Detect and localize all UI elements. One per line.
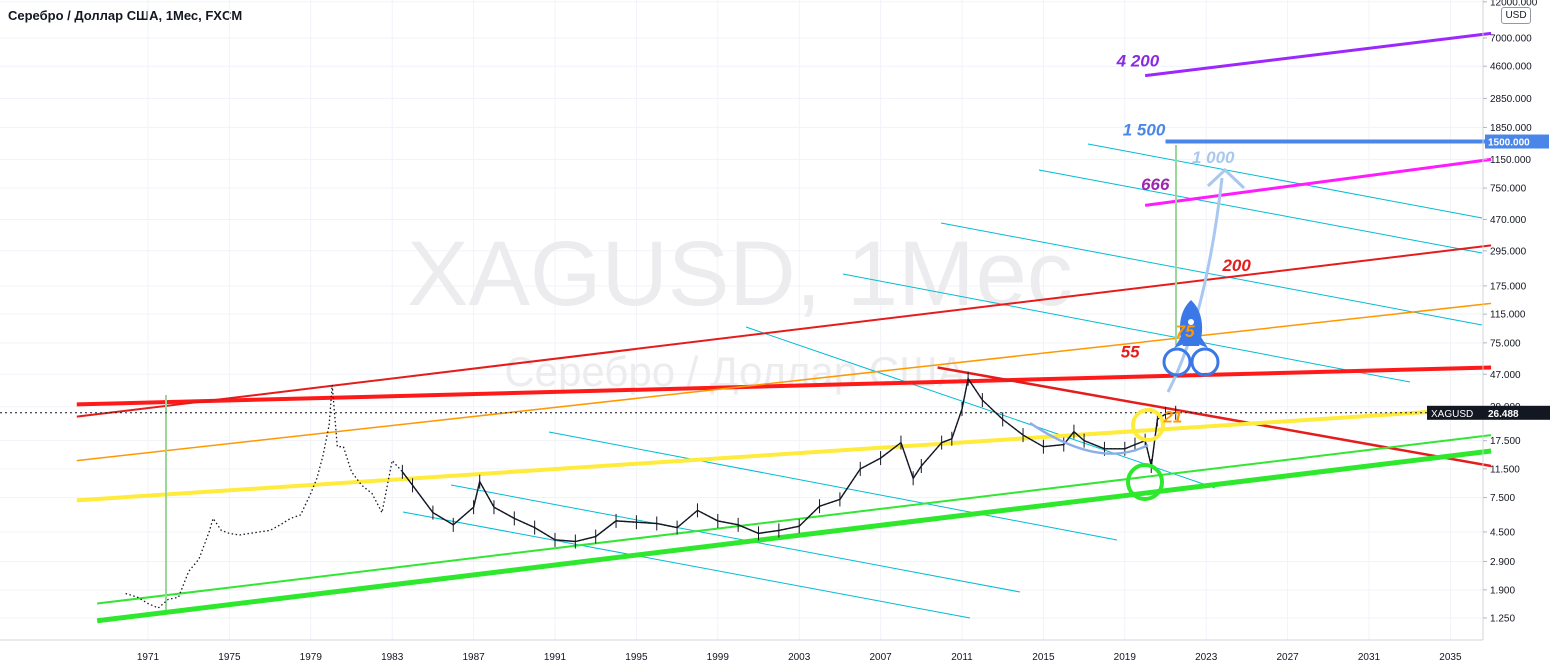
price-tick-label: 75.000: [1490, 338, 1521, 349]
price-tick-label: 7.500: [1490, 493, 1515, 504]
price-tick-label: 295.000: [1490, 246, 1527, 257]
time-tick-label: 1983: [381, 652, 404, 663]
time-tick-label: 2007: [869, 652, 892, 663]
projection-arrowhead: [1206, 167, 1246, 190]
projection-arrow: [1166, 177, 1224, 393]
annotation-label: 1 000: [1192, 148, 1235, 167]
price-line: [401, 376, 1176, 543]
price-tick-label: 12000.000: [1490, 0, 1538, 8]
price-tick-label: 2850.000: [1490, 94, 1532, 105]
price-tick-label: 470.000: [1490, 215, 1527, 226]
time-tick-label: 1987: [462, 652, 485, 663]
time-tick-label: 2031: [1358, 652, 1381, 663]
price-tick-label: 17.500: [1490, 436, 1521, 447]
time-tick-label: 1999: [707, 652, 730, 663]
current-price-badge: [1427, 405, 1550, 420]
channel-line: [548, 431, 1118, 541]
price-tick-label: 1.250: [1490, 614, 1515, 625]
time-tick-label: 2003: [788, 652, 811, 663]
current-price-symbol: XAGUSD: [1431, 409, 1473, 420]
price-tick-label: 7000.000: [1490, 34, 1532, 45]
current-price-value: 26.488: [1488, 409, 1519, 420]
annotation-label: 55: [1121, 343, 1140, 362]
price-tick-label: 1850.000: [1490, 123, 1532, 134]
time-tick-label: 1991: [544, 652, 567, 663]
rocket-window: [1188, 319, 1194, 325]
annotation-label: 200: [1221, 256, 1251, 275]
time-tick-label: 1979: [300, 652, 323, 663]
trend-line-magenta: [1144, 157, 1492, 207]
price-tick-label: 2.900: [1490, 557, 1515, 568]
price-tick-label: 1150.000: [1490, 155, 1531, 166]
time-tick-label: 2027: [1276, 652, 1299, 663]
price-tick-label: 115.000: [1490, 310, 1526, 321]
time-tick-label: 2023: [1195, 652, 1218, 663]
channel-line: [940, 222, 1483, 326]
channel-line: [842, 273, 1411, 383]
time-tick-label: 2015: [1032, 652, 1055, 663]
price-tick-label: 1.900: [1490, 585, 1515, 596]
price-tick-label: 47.000: [1490, 370, 1521, 381]
rocket-fin-left: [1174, 334, 1184, 348]
trend-line-red-down: [937, 366, 1492, 468]
price-tick-label: 4.500: [1490, 527, 1515, 538]
watermark-symbol: XAGUSD, 1Мес: [407, 223, 1073, 325]
trend-line-orange: [76, 302, 1492, 462]
time-tick-label: 1975: [218, 652, 241, 663]
cup-arc: [1029, 421, 1149, 455]
time-tick-label: 1971: [137, 652, 160, 663]
chart-title: Серебро / Доллар США, 1Мес, FXCM: [8, 8, 243, 23]
time-tick-label: 2011: [951, 652, 973, 663]
blue-circle-right: [1190, 347, 1220, 377]
target-price-label: 1500.000: [1488, 138, 1530, 149]
time-tick-label: 2019: [1114, 652, 1137, 663]
target-price-badge: [1485, 134, 1549, 149]
trend-line-red-long: [76, 365, 1492, 407]
annotation-label: 75: [1176, 322, 1195, 341]
time-tick-label: 1995: [625, 652, 648, 663]
time-tick-label: 2035: [1439, 652, 1462, 663]
rocket-fin-right: [1198, 334, 1208, 348]
channel-line: [402, 511, 971, 619]
channel-line: [745, 326, 1216, 489]
price-tick-label: 4600.000: [1490, 62, 1532, 73]
annotation-label: 666: [1141, 175, 1170, 194]
channel-line: [1087, 143, 1483, 219]
price-tick-label: 11.500: [1490, 464, 1520, 475]
trend-line-red-steep: [76, 244, 1492, 418]
price-tick-label: 750.000: [1490, 184, 1527, 195]
annotation-label: 1 500: [1123, 121, 1166, 140]
annotation-label: 4 200: [1116, 51, 1160, 70]
trend-line-yellow: [76, 405, 1492, 503]
trend-line-purple: [1144, 31, 1492, 78]
green-circle: [1126, 463, 1164, 501]
blue-circle-left: [1162, 347, 1192, 377]
channel-line: [450, 484, 1021, 593]
annotation-label: 21: [1162, 407, 1182, 426]
channel-line: [1038, 169, 1483, 254]
trend-line-green-thin: [97, 434, 1492, 605]
currency-unit-badge[interactable]: USD: [1501, 7, 1531, 24]
yellow-circle: [1131, 408, 1165, 442]
trend-line-green-thick: [96, 448, 1492, 624]
price-tick-label: 175.000: [1490, 281, 1527, 292]
